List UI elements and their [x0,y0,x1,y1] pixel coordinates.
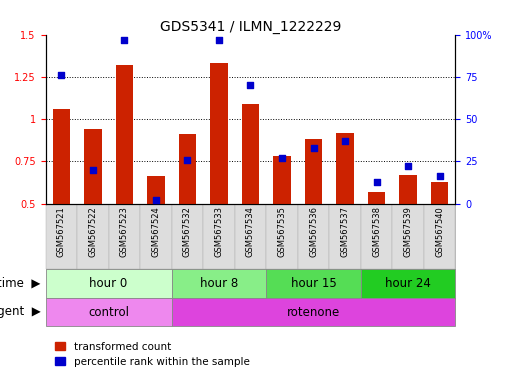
Bar [398,175,416,204]
Bar [304,139,322,204]
Text: time  ▶: time ▶ [0,277,40,290]
Bar [430,182,447,204]
Point [277,155,285,161]
FancyBboxPatch shape [171,269,266,298]
Bar [210,63,227,204]
Point [309,145,317,151]
Bar [84,129,102,204]
Point [246,82,254,88]
Bar [116,65,133,204]
Bar [336,132,353,204]
Point [372,179,380,185]
Point [120,36,128,43]
Bar [241,104,259,204]
FancyBboxPatch shape [360,269,454,298]
Point [152,197,160,203]
Point [340,138,348,144]
Text: hour 8: hour 8 [199,277,237,290]
Text: control: control [88,306,129,318]
Bar [53,109,70,204]
FancyBboxPatch shape [45,269,171,298]
FancyBboxPatch shape [266,269,360,298]
Point [183,157,191,163]
Point [435,174,443,180]
Text: hour 15: hour 15 [290,277,336,290]
Legend: transformed count, percentile rank within the sample: transformed count, percentile rank withi… [50,338,253,371]
Bar [178,134,196,204]
Text: hour 0: hour 0 [89,277,127,290]
Point [403,163,412,169]
Bar [367,192,384,204]
Bar [147,177,164,204]
Text: agent  ▶: agent ▶ [0,306,40,318]
Point [88,167,96,173]
FancyBboxPatch shape [171,298,454,326]
Text: rotenone: rotenone [286,306,339,318]
Point [215,36,223,43]
Title: GDS5341 / ILMN_1222229: GDS5341 / ILMN_1222229 [160,20,340,33]
Text: hour 24: hour 24 [384,277,430,290]
Point [57,72,65,78]
FancyBboxPatch shape [45,298,171,326]
Bar [273,156,290,204]
